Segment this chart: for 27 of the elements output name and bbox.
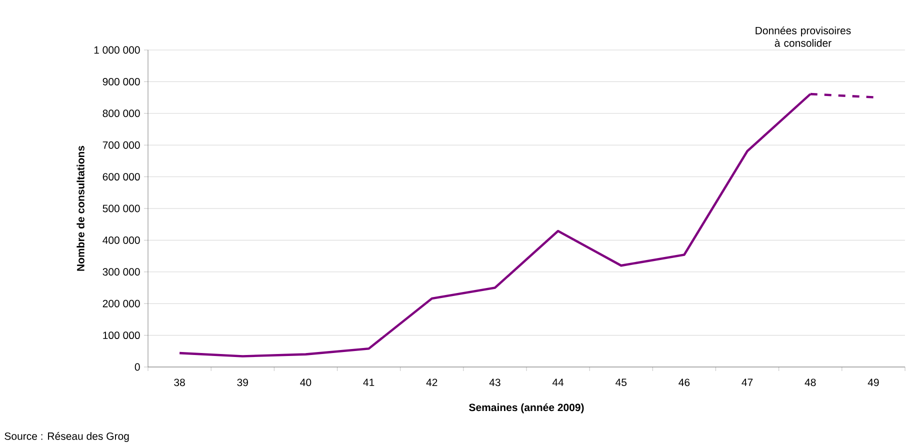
x-tick-label: 43 bbox=[489, 378, 500, 386]
x-tick-label: 45 bbox=[616, 378, 627, 386]
x-tick-label: 40 bbox=[300, 378, 312, 386]
x-tick-label: 38 bbox=[174, 378, 185, 386]
x-tick-label: 46 bbox=[678, 378, 690, 386]
y-tick-label: 400 000 bbox=[102, 236, 140, 244]
source-note: Source : Réseau des Grog bbox=[4, 432, 129, 442]
y-tick-label: 600 000 bbox=[102, 173, 140, 181]
x-axis-title: Semaines (année 2009) bbox=[469, 403, 584, 414]
y-tick-label: 500 000 bbox=[102, 204, 140, 212]
y-tick-label: 700 000 bbox=[102, 141, 140, 149]
y-tick-label: 1 000 000 bbox=[94, 46, 140, 54]
y-tick-label: 0 bbox=[134, 363, 140, 371]
x-tick-label: 39 bbox=[237, 378, 248, 386]
x-tick-label: 47 bbox=[742, 378, 753, 386]
x-tick-label: 44 bbox=[552, 378, 564, 386]
y-tick-label: 900 000 bbox=[102, 78, 140, 86]
x-tick-label: 41 bbox=[363, 378, 374, 386]
text: Données provisoires à consolider bbox=[756, 26, 851, 47]
y-axis-title: Nombre de consultations bbox=[76, 146, 84, 271]
y-tick-label: 200 000 bbox=[102, 300, 140, 308]
y-tick-label: 800 000 bbox=[102, 110, 140, 118]
y-tick-label: 300 000 bbox=[102, 268, 140, 276]
x-tick-label: 49 bbox=[868, 378, 879, 386]
x-tick-label: 42 bbox=[426, 378, 438, 386]
x-tick-label: 48 bbox=[804, 378, 816, 386]
y-tick-label: 100 000 bbox=[103, 332, 140, 340]
